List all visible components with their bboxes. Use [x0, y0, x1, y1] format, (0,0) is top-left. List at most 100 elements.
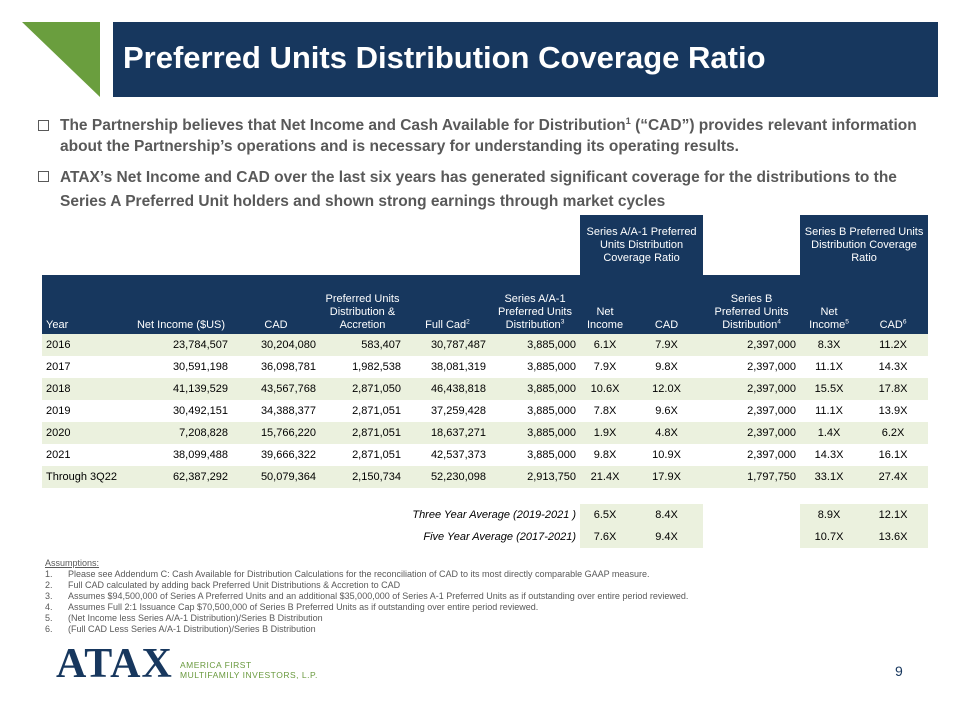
cell: 2,871,051: [320, 422, 405, 444]
cell: 23,784,507: [130, 334, 232, 356]
average-value: 13.6X: [858, 526, 929, 548]
assumption-number: 6.: [45, 624, 53, 634]
cell: 46,438,818: [405, 378, 490, 400]
assumption-number: 4.: [45, 602, 53, 612]
cell: 52,230,098: [405, 466, 490, 488]
title: Preferred Units Distribution Coverage Ra…: [123, 40, 766, 75]
cell: 17.9X: [630, 466, 704, 488]
group-header-row: Series A/A-1 Preferred Units Distributio…: [42, 215, 929, 275]
cell: 38,081,319: [430, 361, 486, 373]
cell: 6.2X: [858, 422, 929, 444]
assumption-text: Please see Addendum C: Cash Available fo…: [68, 569, 650, 579]
header-text: CAD: [264, 319, 288, 331]
coverage-table: Series A/A-1 Preferred Units Distributio…: [42, 215, 929, 548]
header-text: CAD: [879, 319, 903, 331]
spacer: [42, 488, 928, 504]
blank: [703, 504, 800, 526]
data-row: 2017 30,591,198 36,098,781 1,982,538 38,081,…: [42, 356, 928, 378]
cell: 3,885,000: [527, 405, 577, 417]
group-header: Series A/A-1 Preferred Units Distributio…: [580, 215, 704, 275]
cell: 14.3X: [814, 449, 844, 461]
company-name: MULTIFAMILY INVESTORS, L.P.: [180, 670, 318, 680]
footnote-ref: 3: [560, 318, 565, 326]
cell: 41,139,529: [130, 378, 232, 400]
cell: 2,397,000: [747, 361, 797, 373]
title-bar: Preferred Units Distribution Coverage Ra…: [113, 22, 938, 97]
cell: 2,871,050: [320, 378, 405, 400]
cell: 9.8X: [593, 449, 617, 461]
cell: 38,099,488: [172, 449, 228, 461]
data-row: 2021 38,099,488 39,666,322 2,871,051 42,537,…: [42, 444, 928, 466]
cell: Through 3Q22: [42, 466, 130, 488]
cell: 37,259,428: [430, 405, 486, 417]
cell: 4.8X: [630, 422, 704, 444]
footnote-ref: 5: [845, 318, 849, 326]
cell: 1,982,538: [352, 361, 401, 373]
column-header: CAD: [232, 275, 320, 334]
cell: 11.1X: [815, 405, 844, 417]
data-row: 2019 30,492,151 34,388,377 2,871,051 37,259,…: [42, 400, 928, 422]
group-header: Series B Preferred Units Distribution Co…: [800, 215, 929, 275]
cell: 7.8X: [593, 405, 617, 417]
average-label: Five Year Average (2017-2021): [423, 531, 577, 543]
column-header: Series A/A-1 Preferred Units Distributio…: [490, 275, 581, 334]
assumption: 6. (Full CAD Less Series A/A-1 Distributi…: [45, 624, 688, 635]
cell: 2016: [42, 334, 130, 356]
footnote-ref: 2: [466, 318, 470, 326]
assumption-text: Full CAD calculated by adding back Prefe…: [68, 580, 401, 590]
cell: 16.1X: [878, 449, 908, 461]
assumptions: Assumptions: 1. Please see Addendum C: Cas…: [45, 558, 688, 635]
cell: 2,150,734: [320, 466, 405, 488]
cell: 6.1X: [580, 334, 631, 356]
cell: 2,397,000: [747, 449, 797, 461]
assumption-text: (Full CAD Less Series A/A-1 Distribution…: [68, 624, 316, 634]
cell: 13.9X: [878, 405, 908, 417]
header-text: CAD: [654, 319, 679, 331]
cell: 2,871,051: [352, 405, 401, 417]
assumption-number: 3.: [45, 591, 53, 601]
cell: 3,885,000: [527, 361, 577, 373]
assumption-number: 5.: [45, 613, 53, 623]
footnote-ref: 6: [902, 318, 907, 326]
blank: [703, 526, 800, 548]
logo: ATAX: [56, 641, 173, 687]
cell: 1.4X: [800, 422, 859, 444]
average-value: 7.6X: [580, 526, 631, 548]
column-header: Net Income: [580, 275, 631, 334]
cell: 3,885,000: [490, 378, 581, 400]
assumption: 1. Please see Addendum C: Cash Available …: [45, 569, 688, 580]
cell: 33.1X: [800, 466, 859, 488]
cell: 15,766,220: [232, 422, 320, 444]
average-row: Three Year Average (2019-2021 ) 6.5X 8.4X 8…: [42, 504, 929, 526]
cell: 30,591,198: [172, 361, 228, 373]
cell: 11.1X: [815, 361, 844, 373]
cell: 9.6X: [655, 405, 678, 417]
cell: 1.9X: [580, 422, 631, 444]
average-value: 6.5X: [580, 504, 631, 526]
cell: 50,079,364: [232, 466, 320, 488]
cell: 30,492,151: [172, 405, 228, 417]
header-row: Year Net Income ($US) CAD Preferred Units D…: [42, 275, 929, 334]
average-label: Three Year Average (2019-2021 ): [412, 509, 577, 521]
cell: 21.4X: [580, 466, 631, 488]
column-header: CAD: [630, 275, 704, 334]
cell: 2019: [46, 405, 71, 417]
assumption: 3. Assumes $94,500,000 of Series A Prefer…: [45, 591, 688, 602]
bullet-text: ATAX’s Net Income and CAD over the last …: [60, 169, 897, 210]
cell: 14.3X: [878, 361, 908, 373]
header-text: Year: [46, 319, 69, 331]
cell: 1,797,750: [703, 466, 801, 488]
cell: 43,567,768: [232, 378, 320, 400]
corner-triangle: [22, 22, 100, 97]
company-name: AMERICA FIRST: [180, 660, 252, 670]
cell: 2,871,051: [352, 449, 401, 461]
cell: 2,397,000: [703, 378, 801, 400]
cell: 10.9X: [652, 449, 681, 461]
footnote-ref: 1: [625, 115, 631, 126]
cell: 2,913,750: [490, 466, 581, 488]
bullet-text: The Partnership believes that Net Income…: [60, 117, 626, 134]
header-text: Preferred Units Distribution & Accretion: [325, 293, 400, 331]
assumption-number: 1.: [45, 569, 53, 579]
cell: 2020: [42, 422, 130, 444]
